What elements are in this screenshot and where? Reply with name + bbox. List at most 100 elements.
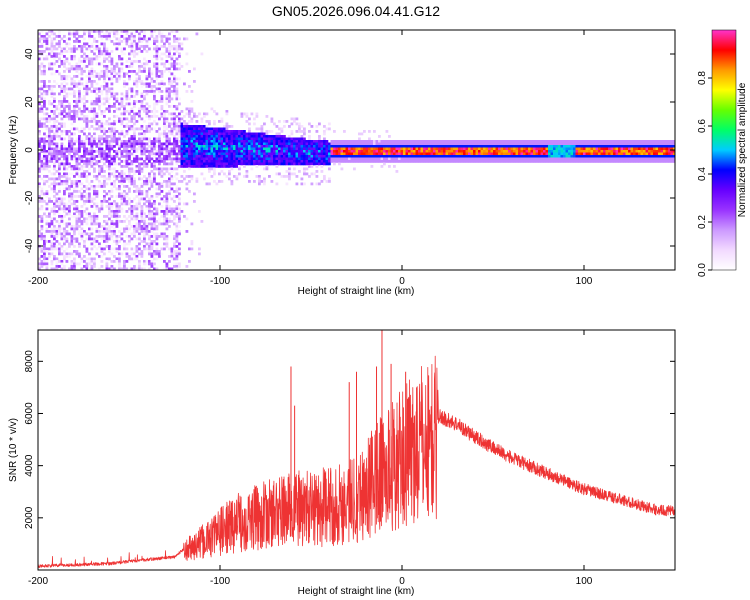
heatmap-cell [140,267,144,270]
heatmap-cell [85,125,89,128]
heatmap-cell [235,150,239,153]
heatmap-cell [183,155,186,158]
heatmap-cell [113,202,116,206]
heatmap-cell [83,57,86,61]
heatmap-cell [278,160,281,163]
heatmap-cell [293,117,296,121]
heatmap-cell [103,52,106,56]
heatmap-cell [160,157,164,161]
heatmap-cell [498,160,501,163]
heatmap-cell [68,135,71,138]
heatmap-cell [130,217,134,221]
heatmap-cell [260,130,264,133]
heatmap-cell [575,157,579,161]
heatmap-cell [180,147,184,151]
heatmap-cell [120,227,124,231]
heatmap-cell [240,135,244,138]
heatmap-cell [130,50,134,53]
heatmap-cell [203,132,206,136]
heatmap-cell [138,145,141,148]
heatmap-cell [523,152,526,156]
heatmap-cell [240,115,244,118]
heatmap-cell [575,150,579,153]
heatmap-cell [238,157,241,161]
heatmap-cell [153,180,156,183]
heatmap-cell [110,70,114,73]
heatmap-cell [190,177,194,181]
heatmap-cell [158,252,161,256]
heatmap-cell [145,200,149,203]
heatmap-cell [158,47,161,51]
heatmap-cell [65,162,69,166]
heatmap-cell [105,137,109,141]
heatmap-cell [83,102,86,106]
heatmap-cell [90,140,94,143]
heatmap-cell [150,260,154,263]
heatmap-cell [255,165,259,168]
heatmap-cell [393,165,396,168]
heatmap-cell [380,155,384,158]
heatmap-cell [325,147,329,151]
heatmap-cell [143,240,146,243]
heatmap-cell [85,117,89,121]
heatmap-cell [315,160,319,163]
heatmap-cell [155,225,159,228]
heatmap-cell [145,85,149,88]
heatmap-cell [85,47,89,51]
heatmap-cell [55,155,59,158]
heatmap-cell [570,160,574,163]
heatmap-cell [570,155,574,158]
heatmap-cell [485,160,489,163]
heatmap-cell [238,137,241,141]
heatmap-cell [170,82,174,86]
heatmap-cell [400,140,404,143]
heatmap-cell [390,152,394,156]
heatmap-cell [128,170,131,173]
heatmap-cell [83,42,86,46]
heatmap-cell [48,87,51,91]
heatmap-cell [203,112,206,116]
heatmap-cell [125,267,129,270]
heatmap-cell [125,225,129,228]
heatmap-cell [220,157,224,161]
heatmap-cell [523,147,526,151]
heatmap-cell [130,247,134,251]
heatmap-cell [45,247,49,251]
heatmap-cell [50,242,54,246]
heatmap-cell [105,200,109,203]
heatmap-cell [140,252,144,256]
heatmap-cell [348,145,351,148]
heatmap-cell [135,257,139,261]
heatmap-cell [143,90,146,93]
heatmap-cell [170,207,174,211]
heatmap-cell [168,97,171,101]
heatmap-cell [143,237,146,241]
heatmap-cell [583,140,586,143]
heatmap-cell [140,135,144,138]
heatmap-cell [585,155,589,158]
heatmap-cell [168,152,171,156]
heatmap-cell [100,167,104,171]
heatmap-cell [50,210,54,213]
heatmap-cell [165,150,169,153]
heatmap-cell [190,145,194,148]
heatmap-cell [63,130,66,133]
heatmap-cell [98,55,101,58]
heatmap-cell [410,145,414,148]
heatmap-cell [100,157,104,161]
heatmap-cell [118,265,121,268]
heatmap-cell [110,157,114,161]
heatmap-cell [55,265,59,268]
heatmap-cell [220,140,224,143]
heatmap-cell [103,77,106,81]
heatmap-cell [363,147,366,151]
heatmap-cell [125,122,129,126]
heatmap-cell [240,137,244,141]
heatmap-cell [290,162,294,166]
heatmap-cell [135,30,139,33]
heatmap-cell [63,125,66,128]
heatmap-cell [38,102,41,106]
heatmap-cell [110,135,114,138]
heatmap-cell [138,177,141,181]
heatmap-cell [118,215,121,218]
